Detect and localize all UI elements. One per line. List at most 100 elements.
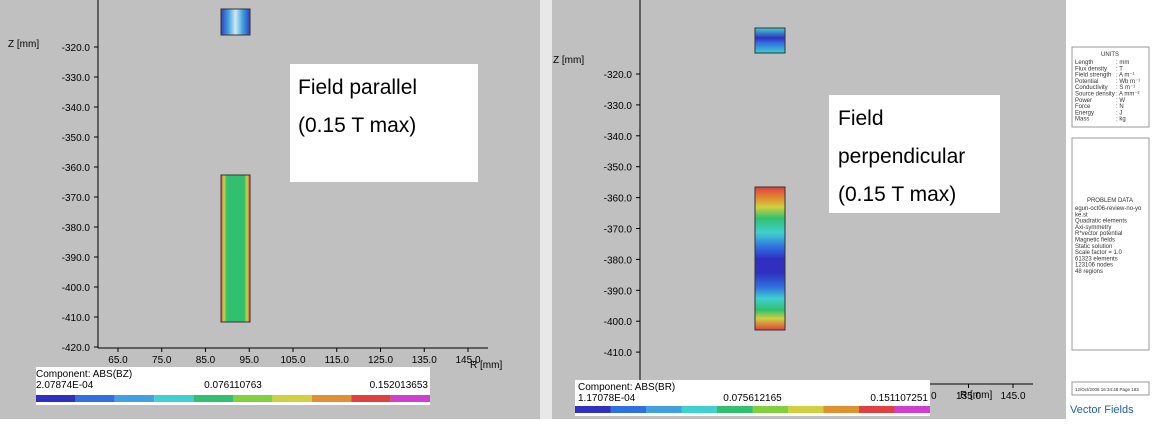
unit-name: Force: [1075, 104, 1091, 110]
brand: Vector Fields: [1070, 404, 1134, 416]
footer-box: [1071, 381, 1150, 396]
unit-name: Potential: [1075, 79, 1098, 85]
legend-label: 0.076110763: [204, 380, 262, 391]
annotation: (0.15 T max): [298, 114, 416, 137]
field-region: [220, 174, 251, 323]
problem-line: Quadratic elements: [1075, 219, 1127, 225]
colorbar-segment: [75, 395, 115, 402]
tick-label: 135.0: [956, 391, 981, 402]
footer: 12/Oct/2006 16:34:48 Page 183: [1075, 387, 1139, 392]
annotation-box: [290, 64, 478, 182]
legend-label: Component: ABS(BR): [578, 382, 675, 393]
tick-label: 125.0: [368, 355, 393, 366]
problem-line: Magnetic fields: [1075, 238, 1115, 244]
tick-label: -330.0: [62, 73, 91, 84]
colorbar-segment: [717, 406, 753, 413]
tick-label: -340.0: [604, 132, 633, 143]
colorbar-segment: [154, 395, 194, 402]
divider: [540, 0, 552, 419]
unit-value: : mm: [1116, 60, 1129, 66]
colorbar-segment: [681, 406, 717, 413]
colorbar-segment: [311, 395, 352, 402]
tick-label: 145.0: [1000, 391, 1025, 402]
tick-label: -330.0: [604, 101, 633, 112]
unit-value: : S m⁻¹: [1116, 85, 1135, 91]
unit-value: : kg: [1116, 117, 1126, 123]
problem-line: Static solution: [1075, 244, 1112, 250]
unit-value: : N: [1116, 104, 1124, 110]
problem-line: Scale factor = 1.0: [1075, 250, 1123, 256]
colorbar-segment: [272, 395, 312, 402]
tick-label: 85.0: [196, 355, 216, 366]
tick-label: -360.0: [604, 194, 633, 205]
tick-label: -380.0: [62, 223, 91, 234]
field-region: [220, 8, 251, 36]
colorbar-segment: [646, 406, 682, 413]
problem-title: PROBLEM DATA: [1087, 198, 1133, 204]
tick-label: 95.0: [240, 355, 260, 366]
colorbar-segment: [894, 406, 930, 413]
colorbar-segment: [233, 395, 273, 402]
tick-label: -400.0: [62, 283, 91, 294]
tick-label: -360.0: [62, 163, 91, 174]
unit-value: : A mm⁻²: [1116, 92, 1140, 98]
annotation: (0.15 T max): [838, 183, 956, 206]
tick-label: 115.0: [325, 355, 350, 366]
unit-value: : J: [1116, 110, 1122, 116]
annotation: perpendicular: [838, 145, 965, 168]
axis-label: Z [mm]: [553, 55, 584, 66]
colorbar-segment: [859, 406, 895, 413]
tick-label: -380.0: [604, 255, 633, 266]
unit-name: Conductivity: [1075, 85, 1108, 91]
field-region: [754, 27, 786, 54]
legend-label: 1.17078E-04: [578, 393, 636, 404]
unit-value: : T: [1116, 66, 1123, 72]
unit-value: : W: [1116, 98, 1125, 104]
tick-label: 105.0: [280, 355, 305, 366]
annotation: Field parallel: [298, 76, 417, 99]
colorbar-segment: [575, 406, 611, 413]
tick-label: -350.0: [62, 133, 91, 144]
legend-label: 2.07874E-04: [36, 380, 94, 391]
problem-line: 48 regions: [1075, 269, 1103, 275]
colorbar-segment: [823, 406, 859, 413]
unit-name: Energy: [1075, 110, 1094, 116]
tick-label: -390.0: [62, 253, 91, 264]
axis-label: R [mm]: [960, 390, 992, 401]
tick-label: -420.0: [62, 343, 91, 354]
legend-label: 0.075612165: [723, 393, 782, 404]
tick-label: -320.0: [62, 43, 91, 54]
tick-label: -320.0: [604, 70, 633, 81]
colorbar-segment: [610, 406, 646, 413]
unit-name: Source density: [1075, 92, 1115, 98]
units-title: UNITS: [1101, 52, 1119, 58]
legend-label: 0.151107251: [870, 393, 928, 404]
colorbar-segment: [390, 395, 430, 402]
tick-label: -410.0: [604, 348, 633, 359]
problem-line: 123106 nodes: [1075, 263, 1113, 269]
unit-value: : A m⁻¹: [1116, 73, 1135, 79]
colorbar-segment: [351, 395, 391, 402]
tick-label: 65.0: [108, 355, 128, 366]
tick-label: 145.0: [455, 355, 480, 366]
problem-box: [1071, 137, 1150, 351]
annotation: Field: [838, 107, 884, 130]
unit-name: Length: [1075, 60, 1093, 66]
tick-label: -340.0: [62, 103, 91, 114]
field-region: [754, 186, 786, 331]
tick-label: -370.0: [604, 225, 633, 236]
unit-name: Field strength: [1075, 73, 1111, 79]
problem-line: Axi-symmetry: [1075, 225, 1111, 231]
unit-value: : Wb m⁻¹: [1116, 79, 1140, 85]
legend-label: Component: ABS(BZ): [36, 369, 132, 380]
tick-label: -400.0: [604, 317, 633, 328]
tick-label: -370.0: [62, 193, 91, 204]
tick-label: -410.0: [62, 313, 91, 324]
tick-label: 75.0: [152, 355, 172, 366]
legend-label: 0.152013653: [370, 380, 429, 391]
axis-label: Z [mm]: [8, 39, 39, 50]
units-box: [1071, 46, 1150, 128]
unit-name: Mass: [1075, 117, 1089, 123]
annotation-box: [829, 95, 1000, 213]
